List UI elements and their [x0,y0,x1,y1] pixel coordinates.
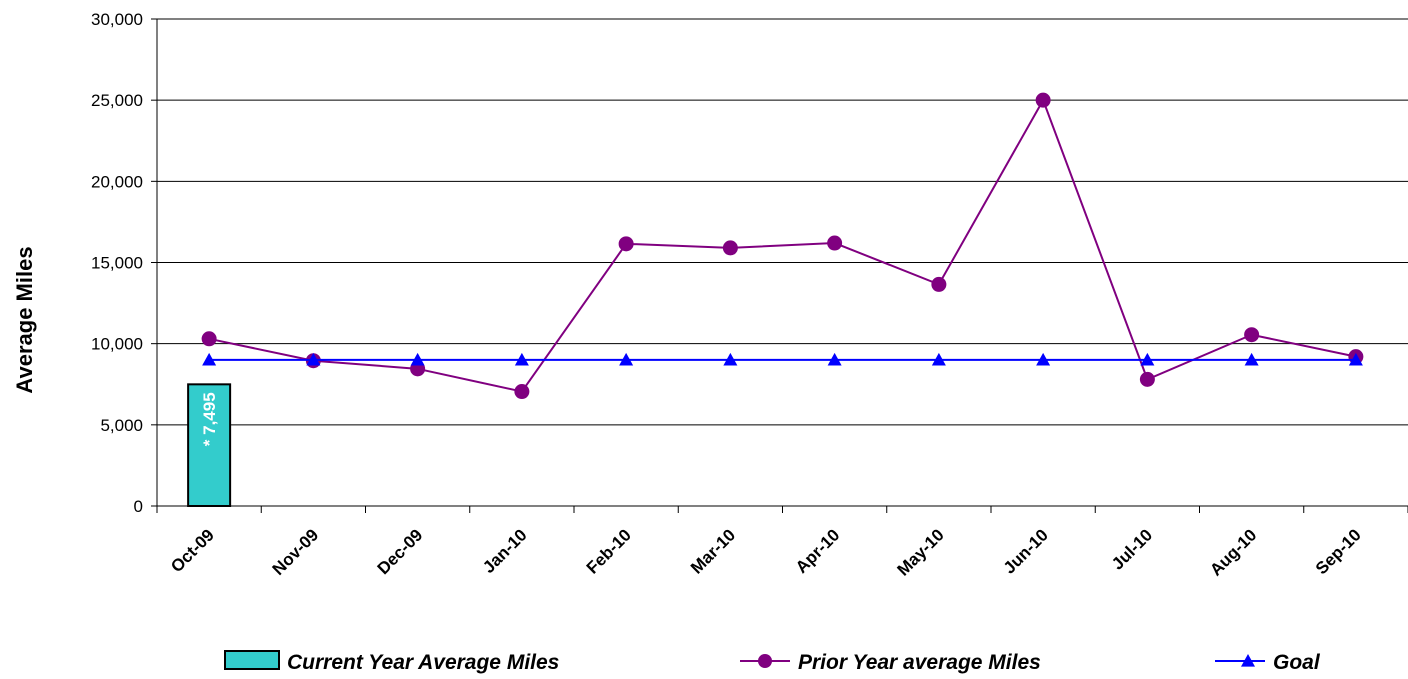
x-tick-label: Feb-10 [583,525,635,577]
line-series [201,92,1364,400]
x-tick-label: Aug-10 [1206,525,1260,579]
data-point [722,240,738,256]
x-tick-label: Dec-09 [374,525,427,578]
data-point [1244,327,1260,343]
data-point [1140,352,1155,366]
data-point [827,352,842,366]
data-point [1036,352,1051,366]
legend-marker [758,654,772,668]
x-tick-label: Sep-10 [1312,525,1365,578]
bar-series: * 7,495 [187,383,232,508]
bar-data-label: * 7,495 [200,392,219,446]
series-line [208,97,1357,393]
data-point [514,384,530,400]
data-point [827,235,843,251]
y-tick-label: 30,000 [91,10,143,29]
data-point [931,352,946,366]
data-point [618,236,634,252]
data-point [202,352,217,366]
x-tick-label: Jun-10 [1000,525,1052,577]
legend-label: Current Year Average Miles [287,651,559,674]
data-point [619,352,634,366]
y-tick-label: 5,000 [100,416,143,435]
x-tick-label: May-10 [894,525,948,579]
x-tick-label: Apr-10 [792,525,844,577]
x-tick-label: Nov-09 [269,525,323,579]
data-point [1035,92,1051,108]
grid-lines [157,18,1408,426]
legend-swatch [224,650,280,670]
y-axis-label: Average Miles [12,246,37,393]
y-tick-label: 25,000 [91,91,143,110]
axes: 0 5,000 10,000 15,000 20,000 25,000 30,000 Oct-… [91,10,1408,580]
data-point [514,352,529,366]
legend-label: Goal [1273,651,1321,674]
x-tick-label: Oct-09 [167,525,218,576]
legend-marker [1241,654,1255,667]
y-tick-label: 0 [134,497,143,516]
legend-label: Prior Year average Miles [798,651,1041,674]
legend: Current Year Average Miles Prior Year ave… [224,650,1321,674]
x-tick-label: Jul-10 [1108,525,1156,573]
x-tick-label: Jan-10 [479,525,531,577]
data-point [410,352,425,366]
x-tick-label: Mar-10 [687,525,739,577]
data-point [1244,352,1259,366]
data-point [931,276,947,292]
y-tick-label: 10,000 [91,335,143,354]
data-point [306,352,321,366]
data-point [201,331,217,347]
y-tick-label: 20,000 [91,172,143,191]
data-point [1139,371,1155,387]
data-point [1348,352,1363,366]
data-point [723,352,738,366]
y-tick-label: 15,000 [91,254,143,273]
